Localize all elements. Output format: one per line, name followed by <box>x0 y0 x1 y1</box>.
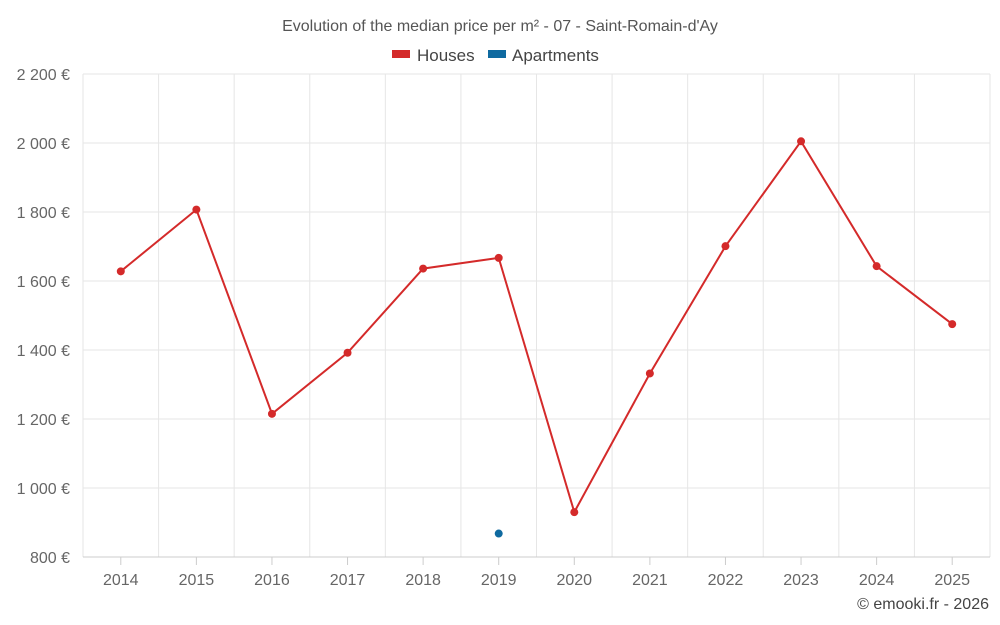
series-line-houses <box>120 139 953 515</box>
y-tick-label: 2 200 € <box>17 67 70 84</box>
axes: 800 € 1 000 € 1 200 € 1 400 € 1 600 € 1 800 €… <box>17 67 990 589</box>
data-point-houses[interactable] <box>267 409 276 418</box>
data-point-houses[interactable] <box>948 320 957 329</box>
legend-label-houses: Houses <box>417 46 475 65</box>
y-tick-label: 1 600 € <box>17 274 70 291</box>
data-point-houses[interactable] <box>116 267 125 276</box>
x-tick-label: 2019 <box>481 572 517 589</box>
legend-item-apartments[interactable]: Apartments <box>488 46 599 65</box>
legend-label-apartments: Apartments <box>512 46 599 65</box>
data-point-houses[interactable] <box>645 369 654 378</box>
legend-swatch-apartments <box>488 50 506 58</box>
data-point-houses[interactable] <box>570 508 579 517</box>
x-tick-label: 2020 <box>556 572 592 589</box>
y-tick-label: 800 € <box>30 550 70 567</box>
x-tick-label: 2021 <box>632 572 668 589</box>
series <box>116 137 957 538</box>
x-tick-label: 2014 <box>103 572 139 589</box>
credit-text: © emooki.fr - 2026 <box>857 596 989 613</box>
data-point-houses[interactable] <box>721 242 730 251</box>
data-point-houses[interactable] <box>419 264 428 273</box>
y-tick-label: 1 200 € <box>17 412 70 429</box>
y-tick-label: 2 000 € <box>17 136 70 153</box>
x-tick-label: 2015 <box>179 572 215 589</box>
data-point-houses[interactable] <box>192 205 201 214</box>
x-tick-label: 2023 <box>783 572 819 589</box>
chart-title: Evolution of the median price per m² - 0… <box>282 18 718 35</box>
data-point-houses[interactable] <box>343 348 352 357</box>
legend-swatch-houses <box>392 50 410 58</box>
data-point-houses[interactable] <box>797 137 806 146</box>
x-tick-label: 2024 <box>859 572 895 589</box>
x-tick-label: 2018 <box>405 572 441 589</box>
legend-item-houses[interactable]: Houses <box>392 46 475 65</box>
data-point-houses[interactable] <box>494 253 503 262</box>
grid <box>82 73 991 558</box>
x-tick-label: 2022 <box>708 572 744 589</box>
x-tick-label: 2025 <box>934 572 970 589</box>
legend[interactable]: Houses Apartments <box>392 46 599 65</box>
y-tick-label: 1 400 € <box>17 343 70 360</box>
y-tick-label: 1 800 € <box>17 205 70 222</box>
x-tick-label: 2016 <box>254 572 290 589</box>
y-tick-label: 1 000 € <box>17 481 70 498</box>
data-point-apartments[interactable] <box>494 529 503 538</box>
x-tick-label: 2017 <box>330 572 366 589</box>
data-point-houses[interactable] <box>872 262 881 271</box>
